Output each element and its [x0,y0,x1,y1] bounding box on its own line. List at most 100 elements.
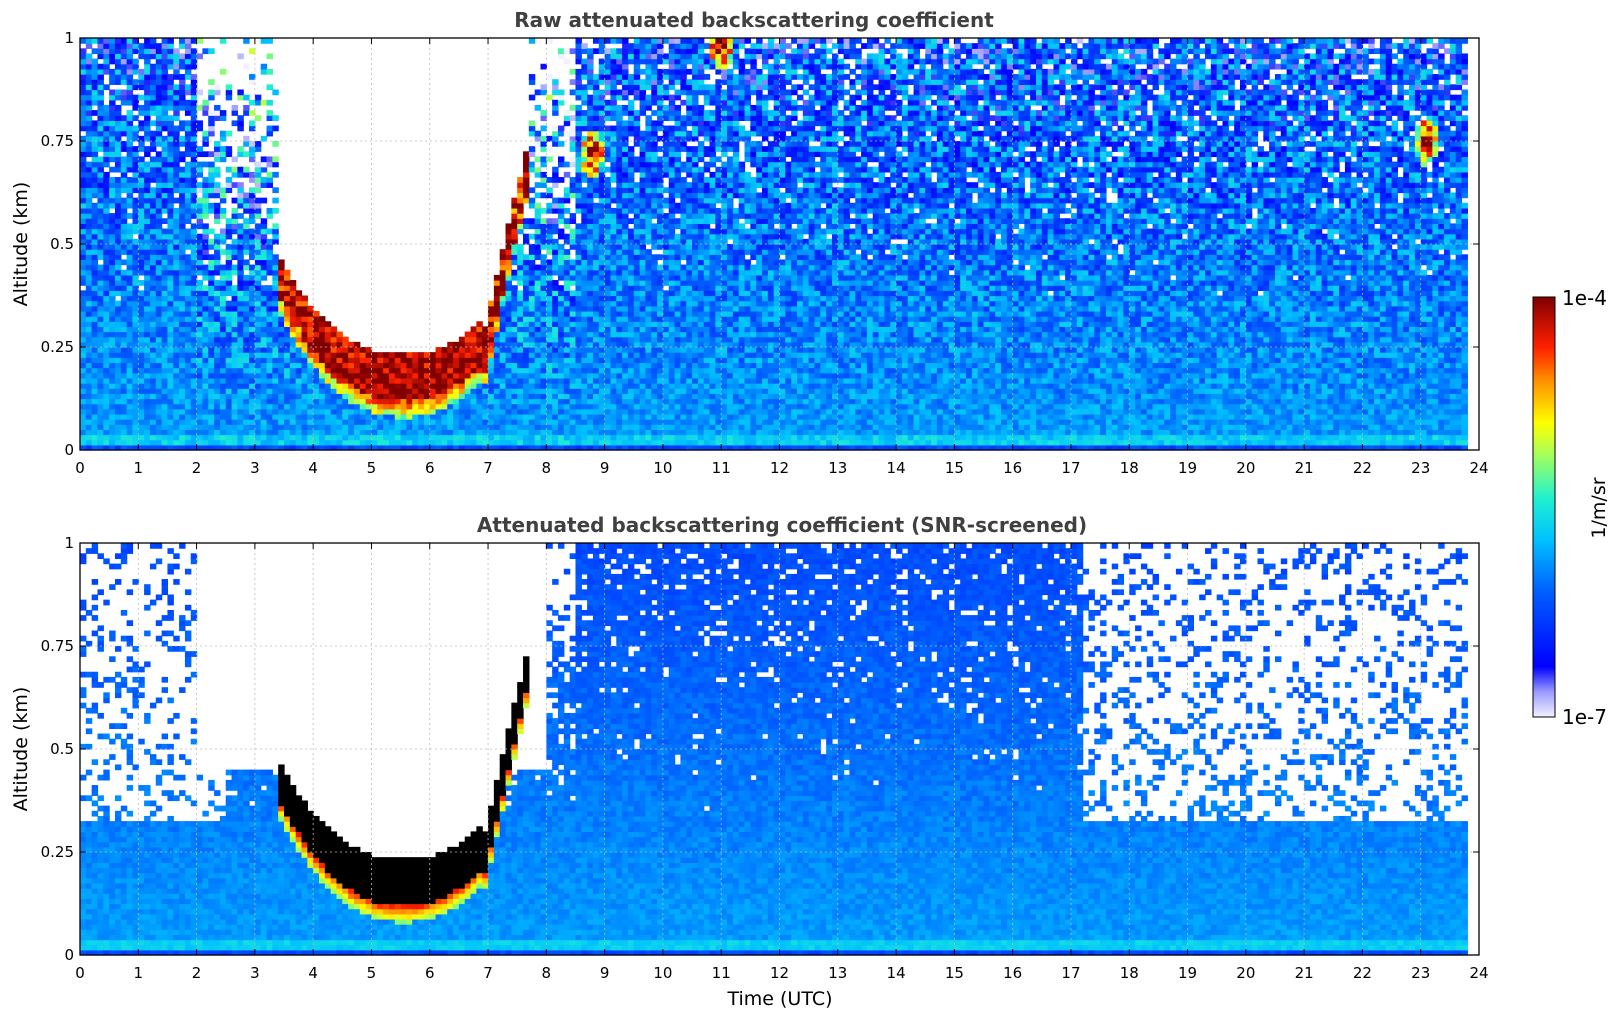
heat-cell [155,182,163,188]
heat-cell [272,238,279,245]
heat-cell [120,141,128,147]
heat-cell [237,331,244,338]
heat-cell [260,321,268,327]
heat-cell [91,187,99,194]
heat-cell [202,197,209,204]
heat-cell [651,372,658,379]
heat-cell [97,182,104,188]
heat-cell [179,218,186,224]
heat-cell [167,444,174,451]
heat-cell [622,295,629,302]
heat-cell [231,228,238,235]
heat-cell [278,336,285,343]
heat-cell [295,347,303,353]
heat-cell [569,259,577,266]
heat-cell [587,254,594,261]
heat-cell [184,336,192,343]
heat-cell [243,285,250,291]
heat-cell [319,388,326,394]
heat-cell [91,244,99,250]
heat-cell [557,300,565,307]
heat-cell [604,388,612,394]
heat-cell [184,187,192,194]
heat-cell [225,146,233,152]
heat-cell [91,99,99,106]
heat-cell [534,403,542,410]
heat-cell [546,228,553,235]
heat-cell [540,161,547,168]
heat-cell [167,341,174,348]
heat-cell [622,331,629,338]
heat-cell [208,321,215,327]
heat-cell [85,424,93,430]
heat-cell [581,161,588,168]
heat-cell [622,141,629,147]
heat-cell [657,331,664,338]
heat-cell [190,372,198,379]
heat-cell [295,357,303,364]
heat-cell [336,331,343,338]
heat-cell [622,43,629,49]
heat-cell [505,310,512,317]
heat-cell [581,372,588,379]
heat-cell [313,393,320,400]
heat-cell [575,120,582,127]
heat-cell [627,269,635,276]
heat-cell [604,68,612,75]
heat-cell [190,207,198,214]
heat-cell [394,367,402,374]
heat-cell [301,357,308,364]
heat-cell [604,182,612,188]
heat-cell [85,38,93,44]
heat-cell [458,357,466,364]
heat-cell [179,336,186,343]
heat-cell [592,321,600,327]
heat-cell [80,321,87,327]
heat-cell [301,305,308,312]
heat-cell [552,166,559,173]
heat-cell [336,341,343,348]
heat-cell [575,424,582,430]
heat-cell [645,331,652,338]
heat-cell [517,336,524,343]
heat-cell [575,104,582,111]
heat-cell [639,207,647,214]
heat-cell [528,305,536,312]
heat-cell [581,408,588,415]
heat-cell [598,171,606,178]
heat-cell [499,413,507,420]
heat-cell [523,434,530,441]
heat-cell [260,424,268,430]
heat-cell [540,254,547,261]
heat-cell [575,249,582,255]
heat-cell [225,228,233,235]
heat-cell [249,280,256,286]
heat-cell [569,177,577,183]
heat-cell [167,89,174,96]
heat-cell [301,336,308,343]
heat-cell [418,377,425,384]
heat-cell [295,398,303,405]
heat-cell [523,316,530,322]
heat-cell [587,326,594,333]
heat-cell [633,79,641,85]
heat-cell [610,146,617,152]
heat-cell [610,223,617,230]
heat-cell [377,352,384,358]
heat-cell [464,439,472,446]
heat-cell [639,89,647,96]
heat-cell [575,398,582,405]
heat-cell [598,146,606,152]
heat-cell [249,238,256,245]
heat-cell [272,125,279,132]
heat-cell [208,331,215,338]
heat-cell [464,362,472,369]
heat-cell [633,310,641,317]
heat-cell [598,321,606,327]
heat-cell [132,372,139,379]
heat-cell [388,398,396,405]
heat-cell [627,300,635,307]
heat-cell [237,249,244,255]
heat-cell [80,68,87,75]
heat-cell [214,310,221,317]
